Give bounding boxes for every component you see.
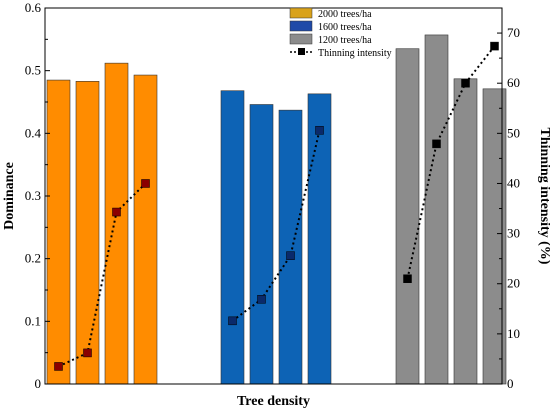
legend-swatch-3 <box>289 33 313 45</box>
thinning-marker-group3-1 <box>403 274 412 283</box>
y-tick-label: 0.1 <box>25 313 41 328</box>
legend-label-line: Thinning intensity <box>318 48 392 59</box>
y2-tick-label: 10 <box>507 326 520 341</box>
y2-tick-label: 0 <box>507 376 514 391</box>
thinning-line-group2 <box>231 130 321 322</box>
y-axis-title: Dominance <box>2 162 17 230</box>
y2-tick-label: 70 <box>507 25 520 40</box>
y2-tick-label: 50 <box>507 125 520 140</box>
thinning-marker-group2-2 <box>257 295 266 304</box>
bars-layer <box>46 34 507 385</box>
bar-group1-3 <box>104 62 129 385</box>
y2-tick-label: 40 <box>507 175 520 190</box>
bar-group2-4 <box>307 93 332 385</box>
y-tick-label: 0.5 <box>25 63 41 78</box>
bar-group2-3 <box>278 109 303 385</box>
thinning-line-group1 <box>58 182 147 368</box>
thinning-marker-group3-3 <box>461 78 470 88</box>
x-axis-title: Tree density <box>237 394 310 409</box>
thinning-marker-group2-4 <box>315 126 324 135</box>
thinning-marker-group1-4 <box>141 179 150 188</box>
legend-line-marker <box>298 48 305 55</box>
bar-group2-2 <box>249 104 274 385</box>
y-tick-label: 0.2 <box>25 251 41 266</box>
legend-swatch-2 <box>289 20 313 32</box>
thinning-line-group3 <box>406 45 496 279</box>
thinning-lines-layer <box>54 41 499 371</box>
bar-group1-1 <box>46 79 71 385</box>
legend-label-2: 1600 trees/ha <box>318 22 372 33</box>
axes-layer: 0 0.1 0.2 0.3 0.4 0.5 0.6 0 10 20 30 40 50 60 70 <box>25 0 520 391</box>
y-tick-label: 0 <box>35 376 42 391</box>
thinning-marker-group2-1 <box>228 316 237 326</box>
y2-tick-label: 20 <box>507 276 520 291</box>
bar-group3-3 <box>453 78 478 385</box>
y2-tick-label: 60 <box>507 75 520 90</box>
thinning-marker-group3-2 <box>432 139 441 149</box>
legend-swatch-1 <box>289 7 313 19</box>
thinning-marker-group3-4 <box>490 41 499 51</box>
legend-label-1: 2000 trees/ha <box>318 9 372 20</box>
bar-group2-1 <box>220 90 245 385</box>
bar-group1-2 <box>75 81 100 385</box>
y2-axis-title: Thinning intensity (%) <box>537 128 550 265</box>
y-tick-label: 0.6 <box>25 0 42 15</box>
y-tick-label: 0.3 <box>25 188 41 203</box>
legend: 2000 trees/ha 1600 trees/ha 1200 trees/ha T… <box>289 7 392 59</box>
thinning-marker-group2-3 <box>286 251 295 260</box>
bar-group3-2 <box>424 34 449 385</box>
thinning-marker-group1-3 <box>112 207 121 217</box>
y-tick-label: 0.4 <box>25 125 42 140</box>
thinning-marker-group1-2 <box>83 348 92 358</box>
bar-group3-1 <box>395 48 420 385</box>
bar-group1-4 <box>133 74 158 385</box>
thinning-marker-group1-1 <box>54 362 63 371</box>
y2-tick-label: 30 <box>507 226 520 241</box>
legend-label-3: 1200 trees/ha <box>318 35 372 46</box>
bar-group3-4 <box>482 88 507 385</box>
